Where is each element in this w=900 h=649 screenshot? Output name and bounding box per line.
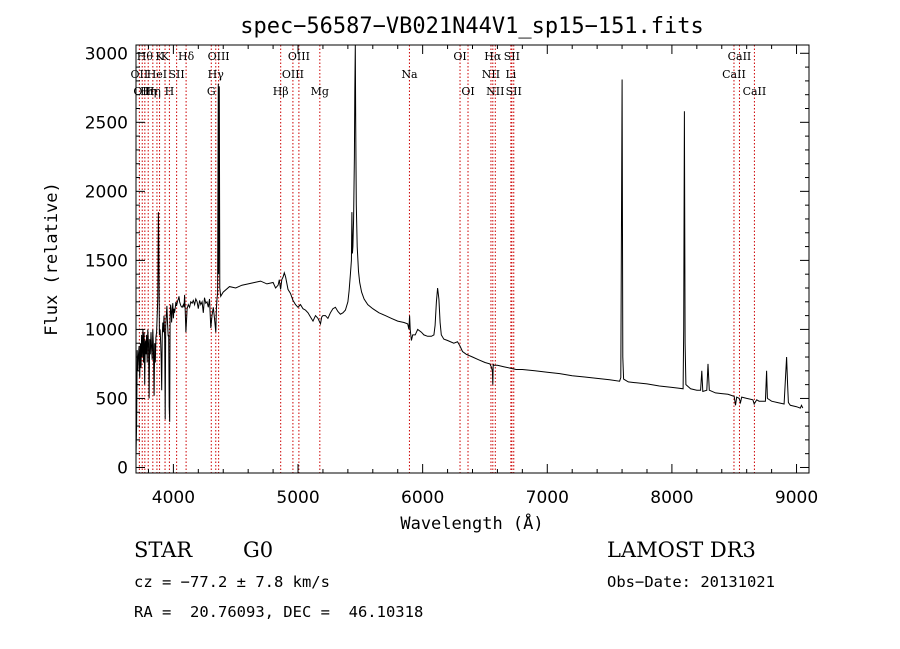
line-label: K bbox=[161, 50, 170, 63]
line-label: CaII bbox=[722, 68, 746, 81]
line-label: HeI bbox=[147, 68, 167, 81]
line-label: SII bbox=[169, 68, 185, 81]
x-tick-label: 6000 bbox=[401, 488, 444, 508]
line-markers bbox=[138, 45, 755, 473]
line-label: Hη bbox=[140, 85, 156, 98]
line-label: H bbox=[165, 85, 175, 98]
line-label: Hβ bbox=[273, 85, 289, 98]
y-tick-label: 3000 bbox=[85, 44, 128, 64]
x-tick-label: 7000 bbox=[526, 488, 569, 508]
line-label: G bbox=[207, 85, 216, 98]
line-label: OI bbox=[453, 50, 466, 63]
line-labels: OIIOIIHθHηHηHeIKKHSIIHδGHγOIIIHβOIIIOIII… bbox=[131, 50, 767, 98]
line-label: Hα bbox=[484, 50, 502, 63]
line-label: OIII bbox=[288, 50, 310, 63]
subclass-label: G0 bbox=[243, 538, 274, 562]
line-label: Mg bbox=[311, 85, 329, 98]
y-tick-label: 500 bbox=[96, 389, 128, 409]
line-label: K bbox=[155, 50, 164, 63]
line-label: Hδ bbox=[178, 50, 195, 63]
y-tick-label: 2000 bbox=[85, 182, 128, 202]
line-label: NII bbox=[482, 68, 500, 81]
radec-readout: RA = 20.76093, DEC = 46.10318 bbox=[134, 603, 424, 621]
x-tick-label: 9000 bbox=[775, 488, 818, 508]
line-label: SII bbox=[506, 85, 522, 98]
redshift-readout: cz = −77.2 ± 7.8 km/s bbox=[134, 573, 330, 591]
obs-date-readout: Obs−Date: 20131021 bbox=[607, 573, 775, 591]
y-tick-label: 1500 bbox=[85, 251, 128, 271]
spectrum-line bbox=[135, 44, 804, 457]
survey-label: LAMOST DR3 bbox=[607, 538, 756, 562]
chart-title: spec−56587−VB021N44V1_sp15−151.fits bbox=[240, 14, 704, 39]
axis-ticks: 4000 5000 6000 7000 8000 9000 0 500 1000 1500 2000… bbox=[85, 44, 818, 508]
x-tick-label: 4000 bbox=[152, 488, 195, 508]
spectrum-series bbox=[135, 44, 804, 457]
line-label: Hθ bbox=[137, 50, 154, 63]
line-label: CaII bbox=[728, 50, 752, 63]
line-label: Li bbox=[505, 68, 516, 81]
y-axis-label: Flux (relative) bbox=[42, 182, 62, 336]
y-tick-label: 2500 bbox=[85, 113, 128, 133]
class-label: STAR bbox=[134, 538, 193, 562]
line-label: OI bbox=[461, 85, 474, 98]
y-tick-label: 1000 bbox=[85, 320, 128, 340]
x-axis-label: Wavelength (Å) bbox=[400, 512, 543, 534]
x-tick-label: 5000 bbox=[276, 488, 319, 508]
line-label: OII bbox=[131, 68, 149, 81]
line-label: Na bbox=[401, 68, 418, 81]
x-tick-label: 8000 bbox=[650, 488, 693, 508]
line-label: NII bbox=[486, 85, 504, 98]
line-label: OIII bbox=[282, 68, 304, 81]
line-label: CaII bbox=[743, 85, 767, 98]
line-label: Hη bbox=[145, 85, 161, 98]
line-label: Hγ bbox=[208, 68, 225, 81]
line-label: SII bbox=[504, 50, 520, 63]
y-tick-label: 0 bbox=[117, 458, 128, 478]
plot-frame bbox=[135, 44, 810, 474]
line-label: OIII bbox=[208, 50, 230, 63]
